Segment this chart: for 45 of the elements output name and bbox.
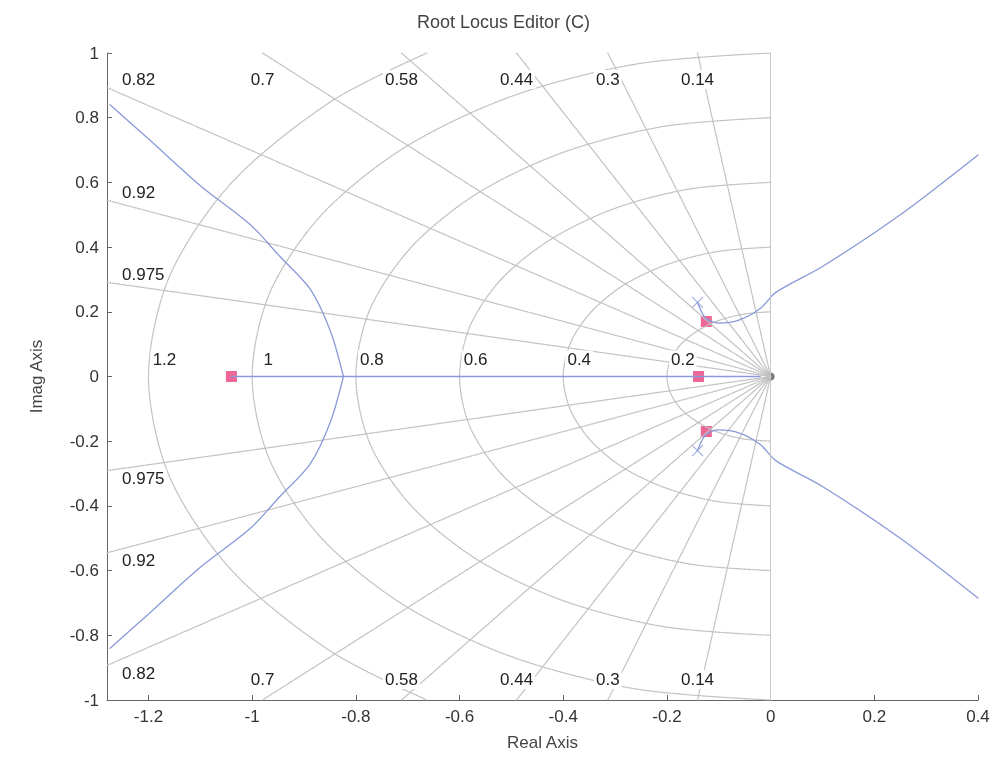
- y-tick-label: 0.4: [75, 237, 99, 257]
- y-tick-label: 0.2: [75, 302, 99, 322]
- text: 0.92: [122, 551, 156, 571]
- y-axis-title: Imag Axis: [27, 339, 46, 414]
- y-tick-label: -0.2: [69, 431, 99, 451]
- y-tick-label: 1: [89, 43, 99, 63]
- y-tick-label: -0.6: [69, 561, 99, 581]
- text: 0.44: [500, 70, 534, 89]
- series-label: 0.58: [384, 70, 419, 89]
- x-tick-label: -0.8: [341, 707, 371, 726]
- y-tick-label: 0.6: [75, 172, 99, 192]
- series-label: 0.6: [463, 350, 488, 370]
- x-tick-label: 0.4: [966, 707, 990, 726]
- series-label: 0.3: [596, 669, 620, 689]
- y-tick-label: 0.8: [75, 108, 99, 128]
- y-tick-label: -0.8: [69, 625, 99, 645]
- x-tick-label: -1: [244, 707, 260, 726]
- x-axis-title: Real Axis: [507, 733, 578, 752]
- series-label: 0.82: [122, 663, 156, 683]
- text: 0.82: [122, 70, 156, 90]
- series-label: 0.975: [122, 469, 165, 489]
- y-tick-label: -1: [83, 690, 99, 710]
- series-label: 0.92: [122, 182, 156, 202]
- series-label: 0.44: [500, 669, 534, 689]
- series-label: 1.2: [152, 350, 177, 370]
- text: 0.58: [384, 669, 419, 689]
- series-label: 1: [263, 350, 273, 370]
- y-tick-label: 0: [89, 367, 99, 386]
- chart-title: Root Locus Editor (C): [416, 12, 591, 32]
- text: 0.14: [680, 70, 715, 89]
- series-label: 0.2: [671, 350, 695, 370]
- text: 0.7: [250, 70, 275, 89]
- series-label: 0.14: [680, 669, 715, 689]
- x-tick-label: -0.4: [548, 707, 578, 726]
- series-label: 0.7: [250, 669, 275, 689]
- x-tick-label: -1.2: [133, 707, 164, 726]
- text: 0.975: [122, 264, 165, 284]
- x-tick-label: -0.6: [444, 707, 475, 726]
- x-tick-label: 0: [765, 707, 776, 726]
- series-label: 0.8: [360, 350, 384, 370]
- x-tick-label: 0.2: [862, 707, 887, 726]
- series-label: 0.4: [567, 350, 592, 370]
- y-tick-label: -0.4: [69, 496, 99, 516]
- text: 0.3: [596, 70, 620, 89]
- x-tick-label: -0.2: [652, 707, 682, 726]
